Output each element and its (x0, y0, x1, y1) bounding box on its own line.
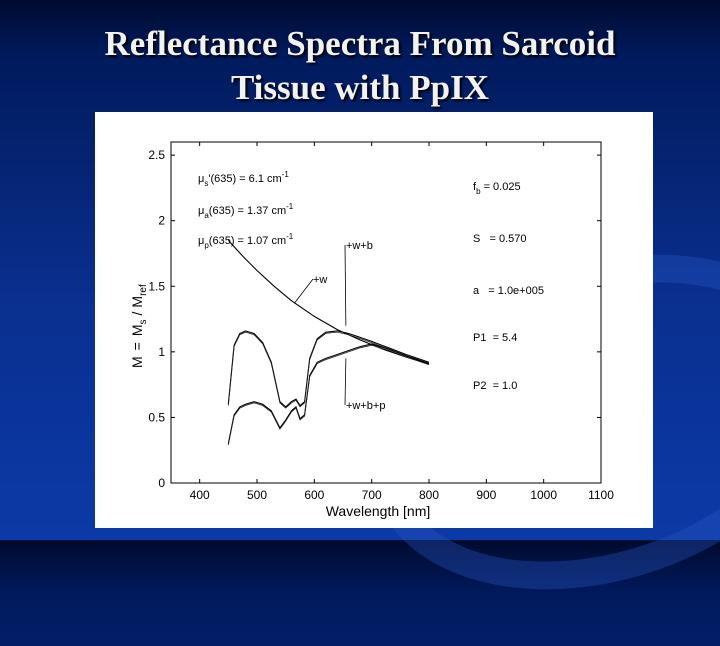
x-tick-label: 800 (419, 488, 439, 502)
s-annotation: S = 0.570 (473, 233, 527, 245)
chart-panel: 400 500 600 700 800 900 1000 1100 0 0.5 1 1.5 2 2.5 μ… (95, 112, 653, 528)
y-tick-label: 1.5 (148, 279, 165, 293)
pointer-w (293, 278, 314, 304)
y-axis-label: M=Ms/Mref (129, 284, 149, 368)
mu-p-annotation: μp(635) = 1.07 cm-1 (198, 232, 294, 250)
x-tick-label: 1100 (588, 488, 614, 502)
plot-annotations: μs'(635) = 6.1 cm-1 μa(635) = 1.37 cm-1 … (129, 170, 544, 519)
y-tick-label: 0 (158, 476, 165, 490)
p1-annotation: P1 = 5.4 (473, 332, 517, 344)
y-tick-label: 0.5 (148, 410, 165, 424)
x-tick-label: 600 (304, 488, 324, 502)
pointer-wb (344, 244, 347, 326)
x-axis-label: Wavelength [nm] (326, 503, 431, 519)
p2-annotation: P2 = 1.0 (473, 380, 517, 392)
plot-frame (170, 141, 602, 484)
label-w: +w (313, 274, 327, 286)
series-line-0 (227, 240, 430, 365)
x-tick-label: 500 (247, 488, 267, 502)
y-tick-label: 2.5 (148, 148, 165, 162)
fb-annotation: fb = 0.025 (473, 181, 521, 196)
title-line-2: Tissue with PpIX (230, 68, 490, 107)
pointer-wbp (344, 358, 347, 406)
plot-curves (227, 240, 430, 445)
y-tick-label: 1 (158, 345, 165, 359)
mu-a-annotation: μa(635) = 1.37 cm-1 (198, 202, 294, 220)
series-line-1 (227, 330, 430, 408)
title-line-1: Reflectance Spectra From Sarcoid (104, 24, 616, 63)
series-measured-2 (227, 344, 430, 445)
mu-s-annotation: μs'(635) = 6.1 cm-1 (198, 170, 289, 188)
x-tick-label: 400 (190, 488, 210, 502)
label-wb: +w+b (346, 240, 373, 252)
x-tick-label: 700 (362, 488, 382, 502)
reflectance-chart: 400 500 600 700 800 900 1000 1100 0 0.5 1 1.5 2 2.5 μ… (129, 141, 614, 519)
label-wbp: +w+b+p (346, 400, 385, 412)
x-tick-label: 900 (476, 488, 496, 502)
x-tick-label: 1000 (530, 488, 557, 502)
series-measured-1 (227, 331, 430, 409)
plot-axes: 400 500 600 700 800 900 1000 1100 0 0.5 1 1.5 2 2.5 (148, 141, 614, 502)
a-annotation: a = 1.0e+005 (473, 285, 544, 297)
slide-title: Reflectance Spectra From Sarcoid Tissue … (0, 22, 720, 110)
y-tick-label: 2 (158, 214, 165, 228)
